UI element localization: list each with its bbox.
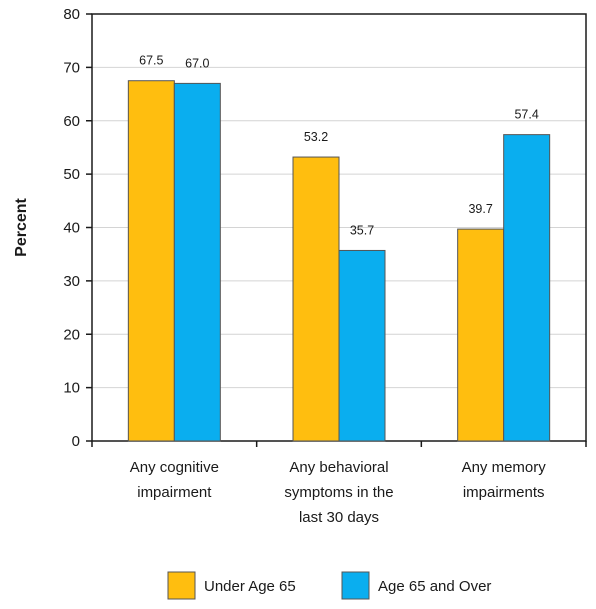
category-label: last 30 days bbox=[299, 509, 379, 526]
data-label: 67.5 bbox=[139, 54, 163, 68]
y-tick-label: 50 bbox=[63, 166, 80, 183]
data-label: 35.7 bbox=[350, 223, 374, 237]
legend-swatch bbox=[341, 571, 370, 600]
bar bbox=[173, 82, 221, 442]
bar bbox=[292, 156, 340, 442]
y-tick-label: 20 bbox=[63, 326, 80, 343]
y-tick-label: 80 bbox=[63, 6, 80, 23]
data-label: 67.0 bbox=[185, 56, 209, 70]
data-label: 57.4 bbox=[514, 108, 538, 122]
category-label: Any cognitive bbox=[130, 459, 219, 476]
category-label: impairment bbox=[137, 484, 212, 501]
bar bbox=[503, 134, 551, 442]
y-tick-label: 0 bbox=[72, 433, 80, 450]
y-axis-title: Percent bbox=[13, 197, 30, 256]
y-tick-label: 10 bbox=[63, 380, 80, 397]
category-label: Any behavioral bbox=[289, 459, 388, 476]
y-tick-label: 60 bbox=[63, 113, 80, 130]
category-label: Any memory bbox=[462, 459, 547, 476]
data-label: 39.7 bbox=[468, 202, 492, 216]
data-label: 53.2 bbox=[304, 130, 328, 144]
y-tick-label: 40 bbox=[63, 220, 80, 237]
y-tick-label: 30 bbox=[63, 273, 80, 290]
bar bbox=[127, 80, 175, 442]
y-tick-label: 70 bbox=[63, 59, 80, 76]
legend-swatch bbox=[167, 571, 196, 600]
category-label: impairments bbox=[463, 484, 545, 501]
legend-label: Age 65 and Over bbox=[378, 578, 491, 595]
legend-label: Under Age 65 bbox=[204, 578, 296, 595]
bar bbox=[338, 249, 386, 442]
category-label: symptoms in the bbox=[284, 484, 393, 501]
bar bbox=[457, 228, 505, 442]
